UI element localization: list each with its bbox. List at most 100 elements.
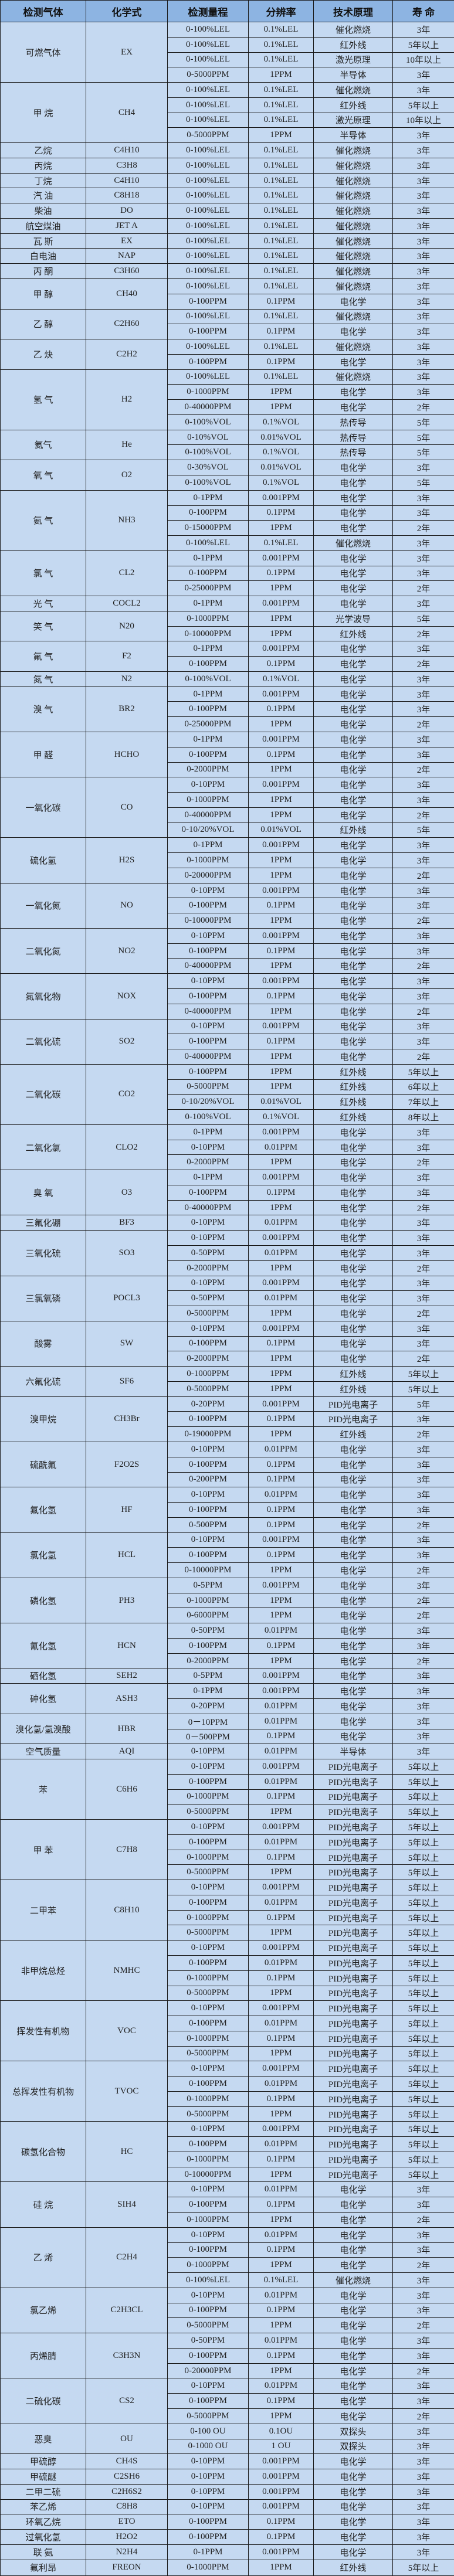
resolution-cell: 0.01PPM: [248, 2378, 314, 2394]
formula-cell: F2O2S: [86, 1441, 168, 1488]
technology-cell: 电化学: [313, 1230, 393, 1246]
range-cell: 0-20PPM: [167, 1698, 249, 1714]
range-cell: 0-1000 OU: [167, 2438, 249, 2455]
range-cell: 0-100%LEL: [167, 22, 249, 38]
table-row: 甲 醇 CH40 0-100%LEL 0.1%LEL 催化燃烧 3年: [0, 278, 454, 310]
table-row: 氟化氢 HF 0-10PPM 0.01PPM 电化学 3年: [0, 1487, 454, 1533]
range-cell: 0-1000PPM: [167, 1849, 249, 1865]
gas-name-cell: 氟 气: [0, 641, 86, 672]
technology-cell: 电化学: [313, 2514, 393, 2530]
technology-cell: 电化学: [313, 2499, 393, 2515]
technology-cell: 催化燃烧: [313, 82, 393, 98]
resolution-cell: 0.001PPM: [248, 1759, 314, 1775]
resolution-cell: 0.1PPM: [248, 1909, 314, 1926]
resolution-cell: 0.1PPM: [248, 1335, 314, 1352]
range-cell: 0-100%LEL: [167, 203, 249, 219]
range-cell: 0-100%LEL: [167, 233, 249, 249]
lifetime-cell: 10年以上: [392, 112, 454, 128]
lifetime-cell: 3年: [392, 1668, 454, 1684]
lifetime-cell: 5年以上: [392, 1804, 454, 1820]
technology-cell: 电化学: [313, 1124, 393, 1140]
lifetime-cell: 3年: [392, 1411, 454, 1428]
formula-cell: COCL2: [86, 596, 168, 611]
resolution-cell: 0.001PPM: [248, 2121, 314, 2137]
gas-name-cell: 乙 烯: [0, 2227, 86, 2288]
table-row: 0-100%LEL 0.1%LEL 催化燃烧 3年: [1, 2272, 454, 2288]
lifetime-cell: 3年: [392, 1502, 454, 1518]
range-cell: 0-100PPM: [167, 898, 249, 914]
table-row: 0-50PPM 0.01PPM 电化学 3年: [1, 1245, 454, 1261]
technology-cell: 电化学: [313, 1698, 393, 1714]
header-resolution: 分辨率: [248, 0, 314, 22]
table-row: 丙烯腈 C3H3N 0-50PPM 0.01PPM 电化学 3年: [0, 2333, 454, 2379]
lifetime-cell: 2年: [392, 1426, 454, 1442]
technology-cell: PID光电离子: [313, 1834, 393, 1850]
table-row: 甲 苯 C7H8 0-10PPM 0.001PPM PID光电离子 5年以上: [0, 1819, 454, 1881]
table-row: 0-25000PPM 1PPM 电化学 2年: [1, 580, 454, 597]
table-row: 0-100PPM 0.1PPM 电化学 2年: [1, 656, 454, 672]
gas-name-cell: 氧 气: [0, 460, 86, 491]
resolution-cell: 0.001PPM: [248, 777, 314, 793]
table-row: 0-19000PPM 1PPM 红外线 2年: [1, 1426, 454, 1442]
formula-cell: N2: [86, 671, 168, 687]
resolution-cell: 1PPM: [248, 762, 314, 778]
gas-name-cell: 硫化氢: [0, 837, 86, 883]
formula-cell: CL2: [86, 550, 168, 597]
technology-cell: PID光电离子: [313, 2151, 393, 2167]
technology-cell: 电化学: [313, 1199, 393, 1216]
lifetime-cell: 3年: [392, 1184, 454, 1201]
resolution-cell: 0.1%LEL: [248, 82, 314, 98]
table-row: 0-100PPM 0.1PPM 电化学 3年: [1, 746, 454, 763]
technology-cell: 催化燃烧: [313, 203, 393, 219]
technology-cell: 催化燃烧: [313, 278, 393, 294]
table-row: 0-100PPM 0.01PPM PID光电离子 5年以上: [1, 1773, 454, 1790]
lifetime-cell: 3年: [392, 505, 454, 521]
lifetime-cell: 2年: [392, 626, 454, 642]
resolution-cell: 0.001PPM: [248, 1880, 314, 1895]
resolution-cell: 0.1%VOL: [248, 671, 314, 687]
gas-name-cell: 环氧乙烷: [0, 2514, 86, 2530]
lifetime-cell: 5年以上: [392, 1955, 454, 1971]
technology-cell: 红外线: [313, 1109, 393, 1125]
formula-cell: POCL3: [86, 1275, 168, 1321]
table-row: 0-40000PPM 1PPM 电化学 2年: [1, 958, 454, 974]
resolution-cell: 0.001PPM: [248, 1819, 314, 1835]
range-cell: 0-1PPM: [167, 641, 249, 657]
technology-cell: 电化学: [313, 550, 393, 566]
range-cell: 0-100%VOL: [167, 671, 249, 687]
resolution-cell: 0.01PPM: [248, 2136, 314, 2152]
lifetime-cell: 3年: [392, 188, 454, 204]
range-cell: 0-1000PPM: [167, 1366, 249, 1382]
lifetime-cell: 3年: [392, 2469, 454, 2485]
formula-cell: NH3: [86, 490, 168, 551]
lifetime-cell: 5年以上: [392, 1759, 454, 1775]
technology-cell: 电化学: [313, 867, 393, 883]
gas-name-cell: 甲硫醚: [0, 2469, 86, 2485]
lifetime-cell: 3年: [392, 1290, 454, 1307]
technology-cell: PID光电离子: [313, 2091, 393, 2107]
technology-cell: 电化学: [313, 460, 393, 475]
lifetime-cell: 3年: [392, 1637, 454, 1654]
table-row: 甲硫醇 CH4S 0-10PPM 0.001PPM 电化学 3年: [0, 2453, 454, 2470]
range-cell: 0-10PPM: [167, 2499, 249, 2515]
lifetime-cell: 5年以上: [392, 1366, 454, 1382]
resolution-cell: 0.01PPM: [248, 1773, 314, 1790]
range-cell: 0-100%LEL: [167, 52, 249, 68]
table-row: 氯 气 CL2 0-1PPM 0.001PPM 电化学 3年: [0, 550, 454, 597]
resolution-cell: 0.001PPM: [248, 596, 314, 611]
gas-name-cell: 瓦 斯: [0, 233, 86, 249]
technology-cell: PID光电离子: [313, 1940, 393, 1956]
technology-cell: PID光电离子: [313, 1925, 393, 1941]
range-cell: 0-1000PPM: [167, 2151, 249, 2167]
technology-cell: 半导体: [313, 127, 393, 144]
technology-cell: 电化学: [313, 2212, 393, 2228]
lifetime-cell: 3年: [392, 278, 454, 294]
table-row: 0-2000PPM 1PPM 电化学 2年: [1, 762, 454, 778]
gas-name-cell: 笑 气: [0, 610, 86, 642]
range-cell: 0-10PPM: [167, 2469, 249, 2485]
lifetime-cell: 3年: [392, 157, 454, 174]
gas-name-cell: 碳氢化合物: [0, 2121, 86, 2183]
range-cell: 0-25000PPM: [167, 580, 249, 597]
range-cell: 0-10PPM: [167, 882, 249, 899]
resolution-cell: 0.1%LEL: [248, 369, 314, 385]
